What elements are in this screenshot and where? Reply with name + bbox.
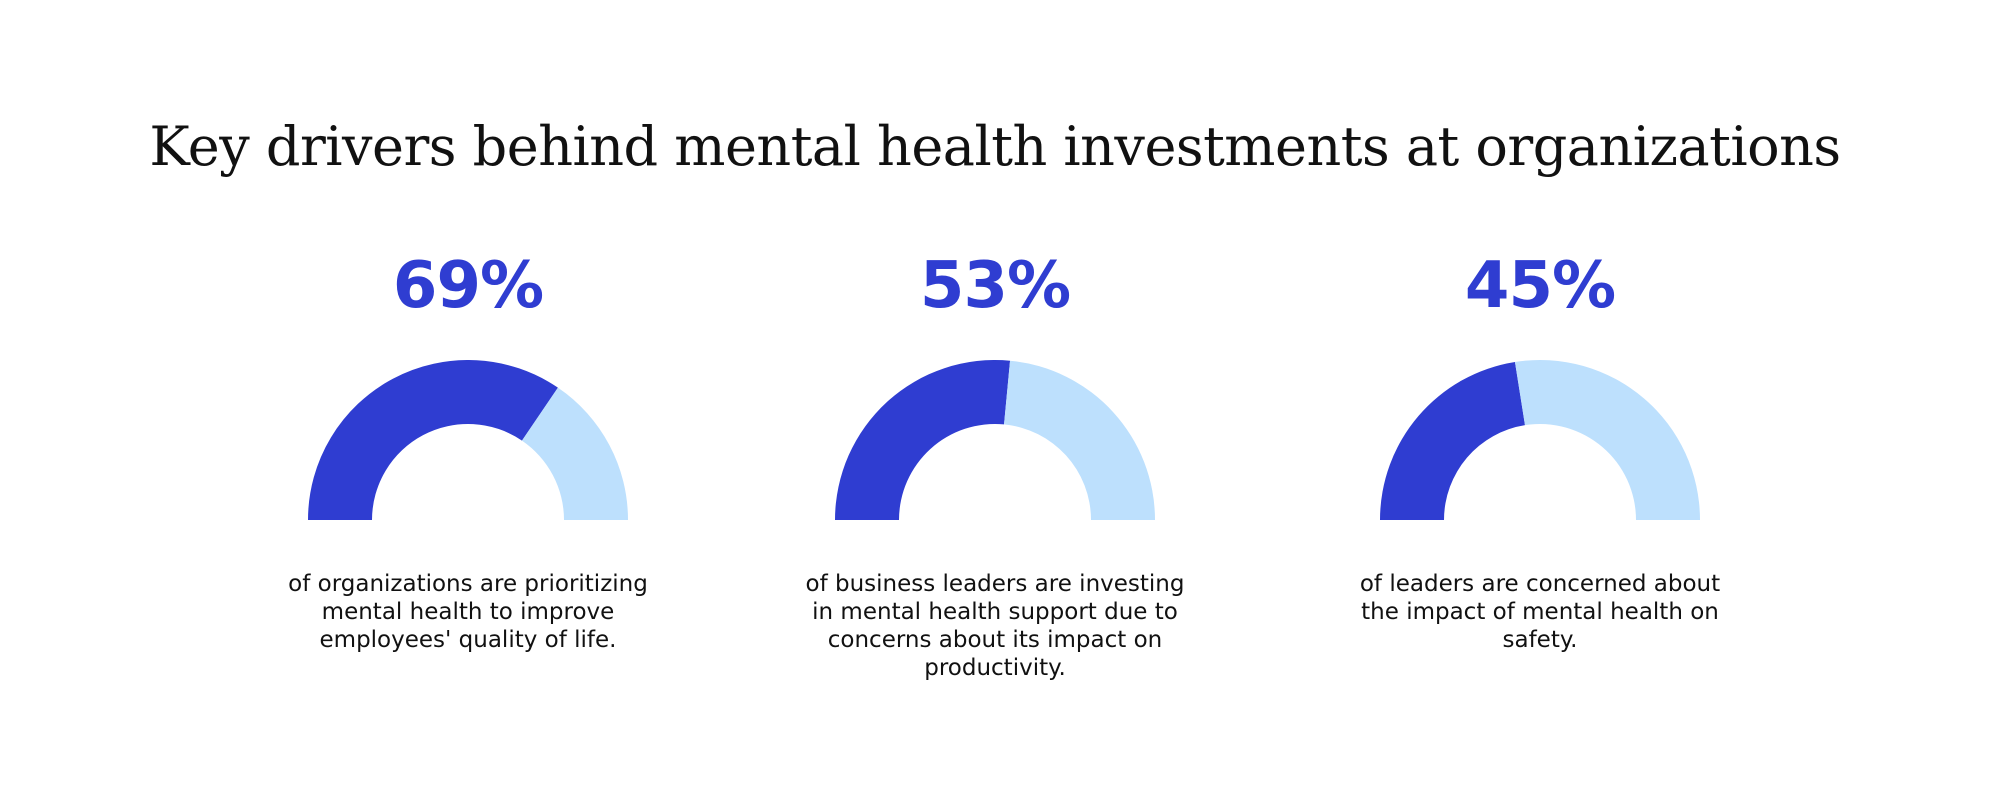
- stat-value: 53%: [919, 249, 1071, 323]
- half-donut-gauge: [1380, 360, 1700, 520]
- stat-caption: of business leaders are investing in men…: [805, 571, 1185, 681]
- gauge-filled-segment: [835, 360, 1011, 520]
- half-donut-gauge: [308, 360, 628, 520]
- gauge-filled-segment: [1380, 361, 1525, 520]
- gauge-filled-segment: [308, 360, 558, 520]
- stat-value: 45%: [1464, 249, 1616, 323]
- stat-value: 69%: [392, 249, 544, 323]
- stat-card-1: 69% of organizations are prioritizing me…: [208, 250, 728, 654]
- stat-caption: of leaders are concerned about the impac…: [1359, 571, 1721, 653]
- page-title: Key drivers behind mental health investm…: [149, 115, 1841, 178]
- stat-caption: of organizations are prioritizing mental…: [288, 571, 648, 653]
- gauge-remaining-segment: [1004, 360, 1155, 520]
- half-donut-gauge: [835, 360, 1155, 520]
- stat-card-2: 53% of business leaders are investing in…: [735, 250, 1255, 682]
- gauge-remaining-segment: [1514, 360, 1700, 520]
- gauge-remaining-segment: [521, 387, 628, 520]
- stat-card-3: 45% of leaders are concerned about the i…: [1280, 250, 1800, 654]
